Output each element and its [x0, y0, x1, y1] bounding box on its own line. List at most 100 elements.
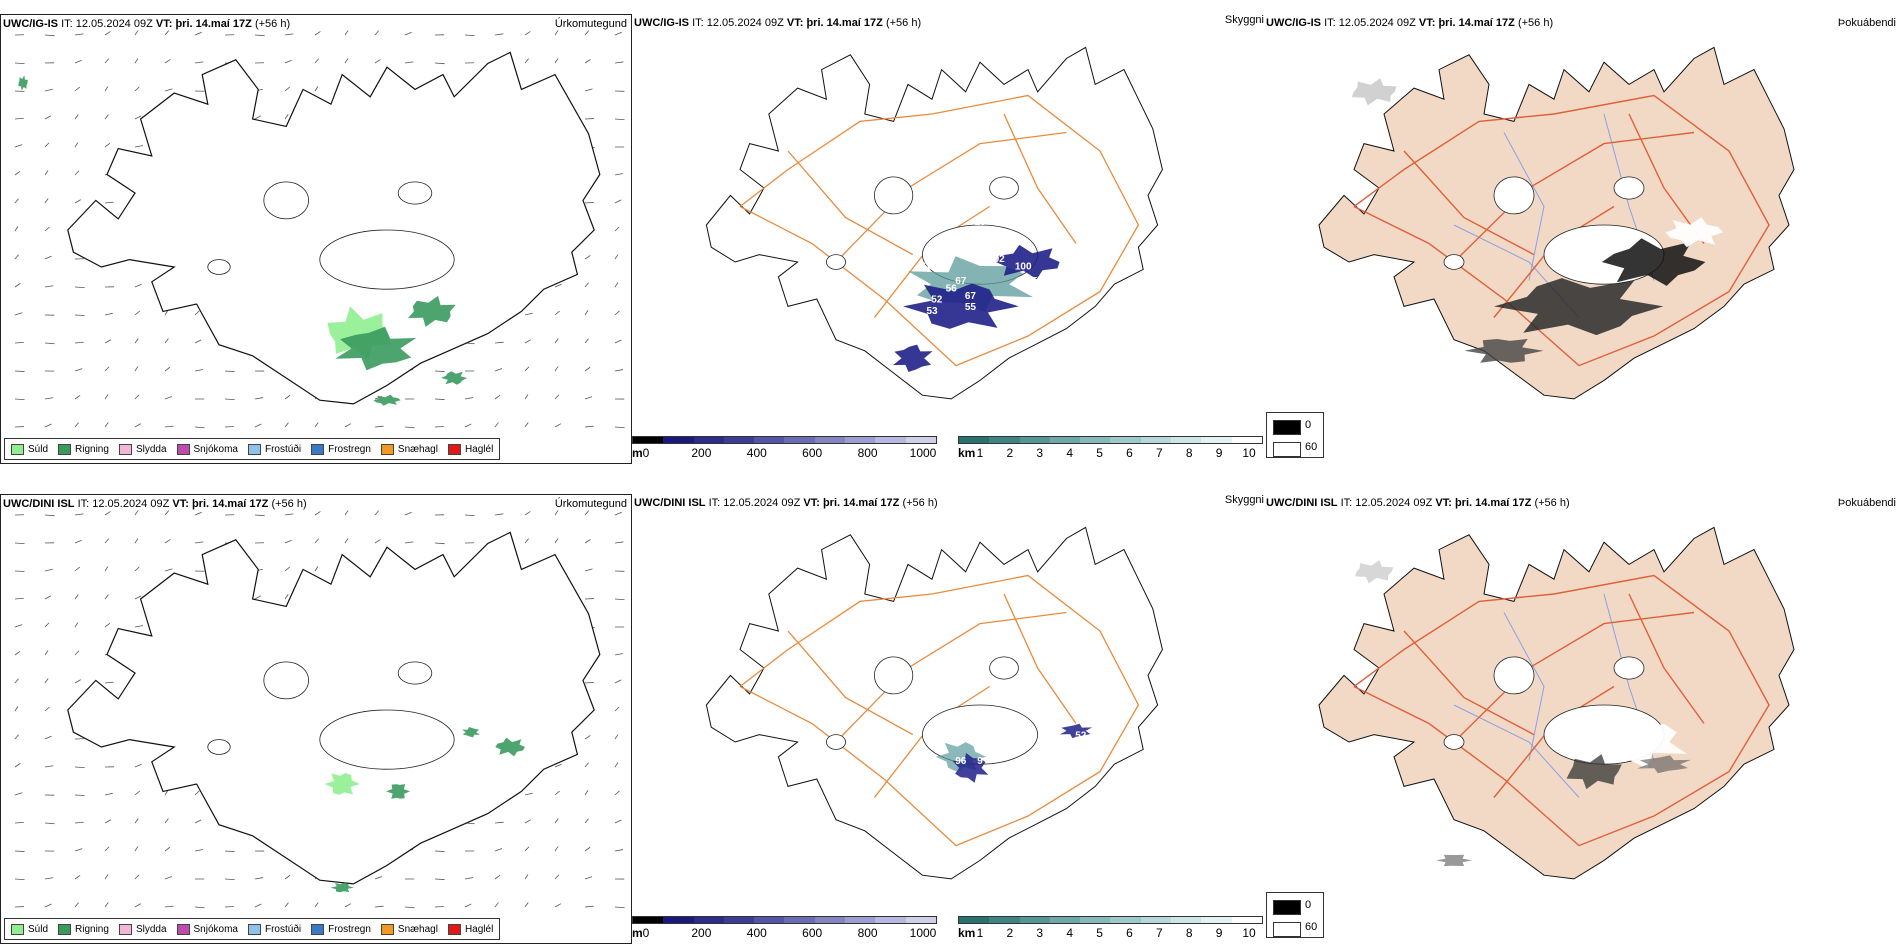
rain-area [373, 394, 401, 406]
colorbar-strip [958, 436, 1263, 444]
legend-label: Rigning [75, 923, 109, 935]
colorbar-segment [959, 917, 990, 923]
wind-barb [254, 34, 265, 37]
wind-barb [554, 283, 562, 288]
colorbar-strip [632, 916, 937, 924]
wind-barb [284, 59, 292, 64]
glacier-outline [263, 181, 310, 220]
wind-barb [584, 59, 591, 64]
wind-barb [284, 394, 291, 400]
legend-label: Frostregn [328, 443, 371, 455]
wind-barb [344, 903, 352, 908]
glacier-outline [1613, 656, 1645, 680]
wind-barb [254, 595, 262, 600]
panel-header: UWC/DINI ISL IT: 12.05.2024 09Z VT: þri.… [634, 497, 938, 509]
wind-barb [44, 568, 53, 572]
colorbar-tick: 400 [746, 446, 767, 460]
wind-barb [14, 198, 19, 204]
colorbar-segment [1019, 917, 1050, 923]
ceiling-colorbar: m 0 200 400 600 800 1000 [632, 436, 937, 462]
wind-barb [614, 734, 619, 740]
visibility-colorbar: km 1 2 3 4 5 6 7 8 9 10 [958, 436, 1263, 462]
wind-barb [14, 878, 25, 881]
legend-label: Slydda [135, 923, 167, 935]
wind-barb [104, 201, 114, 204]
wind-barb [194, 61, 204, 64]
wind-barb [104, 422, 109, 428]
wind-barb [44, 735, 52, 740]
wind-barb [44, 706, 50, 712]
wind-barb [44, 514, 55, 517]
glacier-outline [1443, 254, 1465, 270]
wind-barb [584, 396, 593, 400]
colorbar-segment [1080, 917, 1111, 923]
road-line [1003, 113, 1077, 244]
colorbar-segment [814, 437, 846, 443]
colorbar-tick: 4 [1066, 926, 1073, 940]
colorbar-tick: 800 [857, 446, 878, 460]
road-line [1403, 630, 1535, 736]
wind-barb [104, 339, 112, 344]
colorbar-tick: 5 [1096, 446, 1103, 460]
wind-barb [524, 31, 531, 36]
wind-barb [14, 542, 25, 545]
road-line [787, 150, 914, 256]
precip-legend: Súld Rigning Slydda Snjókoma Frostúði Frostre… [4, 438, 501, 460]
ceiling-value-label: 56 [946, 284, 958, 295]
visibility-panel-row1: UWC/IG-IS IT: 12.05.2024 09Z VT: þri. 14… [632, 14, 1264, 464]
panel-header: UWC/IG-IS IT: 12.05.2024 09Z VT: þri. 14… [3, 18, 291, 30]
wind-barb [554, 338, 559, 344]
wind-barb [14, 312, 23, 316]
wind-barb [74, 86, 80, 92]
wind-barb [44, 285, 54, 288]
panel-title: Skyggni [1224, 14, 1264, 26]
colorbar-tick: 7 [1155, 926, 1163, 940]
wind-barb [314, 902, 319, 908]
wind-barb [614, 679, 622, 684]
wind-barb [584, 905, 594, 908]
legend-item: Slydda [118, 443, 167, 455]
wind-barb [104, 312, 113, 316]
wind-barb [134, 423, 141, 428]
wind-barb [434, 426, 444, 428]
wind-barb [284, 902, 289, 908]
wind-barb [614, 369, 624, 372]
wind-barb [584, 282, 589, 288]
visibility-panel-row2: UWC/DINI ISL IT: 12.05.2024 09Z VT: þri.… [632, 494, 1264, 944]
wind-barb [104, 566, 109, 572]
ceiling-value-label: 100 [1015, 261, 1032, 272]
wind-barb [584, 846, 591, 852]
wind-barb [104, 511, 111, 516]
colorbar-segment [1171, 437, 1202, 443]
wind-barb [404, 426, 415, 429]
wind-barb [524, 874, 529, 880]
wind-barb [224, 370, 235, 372]
wind-barb [494, 341, 504, 344]
wind-barb [74, 513, 84, 516]
wind-barb [614, 511, 622, 516]
wind-barb [254, 397, 264, 400]
wind-barb [404, 61, 414, 64]
colorbar-segment [754, 917, 785, 923]
colorbar-segment [1201, 437, 1232, 443]
colorbar-segment [845, 437, 876, 443]
wind-barb [134, 394, 140, 400]
colorbar-segment [845, 917, 876, 923]
glacier-outline [989, 656, 1019, 680]
river-line [1503, 132, 1545, 281]
wind-barb [614, 906, 625, 909]
glacier-outline [207, 739, 231, 755]
legend-label: Frostúði [264, 923, 302, 935]
legend-label: Frostregn [328, 923, 371, 935]
wind-barb [284, 86, 290, 92]
wind-barb [44, 822, 55, 825]
fog-legend-label: 0 [1305, 419, 1312, 431]
wind-barb [524, 792, 533, 796]
wind-barb [104, 538, 110, 544]
wind-barb [374, 905, 384, 908]
wind-barb [434, 878, 445, 880]
legend-label: Súld [28, 923, 49, 935]
wind-barb [194, 310, 200, 316]
wind-barb [44, 423, 52, 428]
wind-barb [164, 425, 174, 428]
